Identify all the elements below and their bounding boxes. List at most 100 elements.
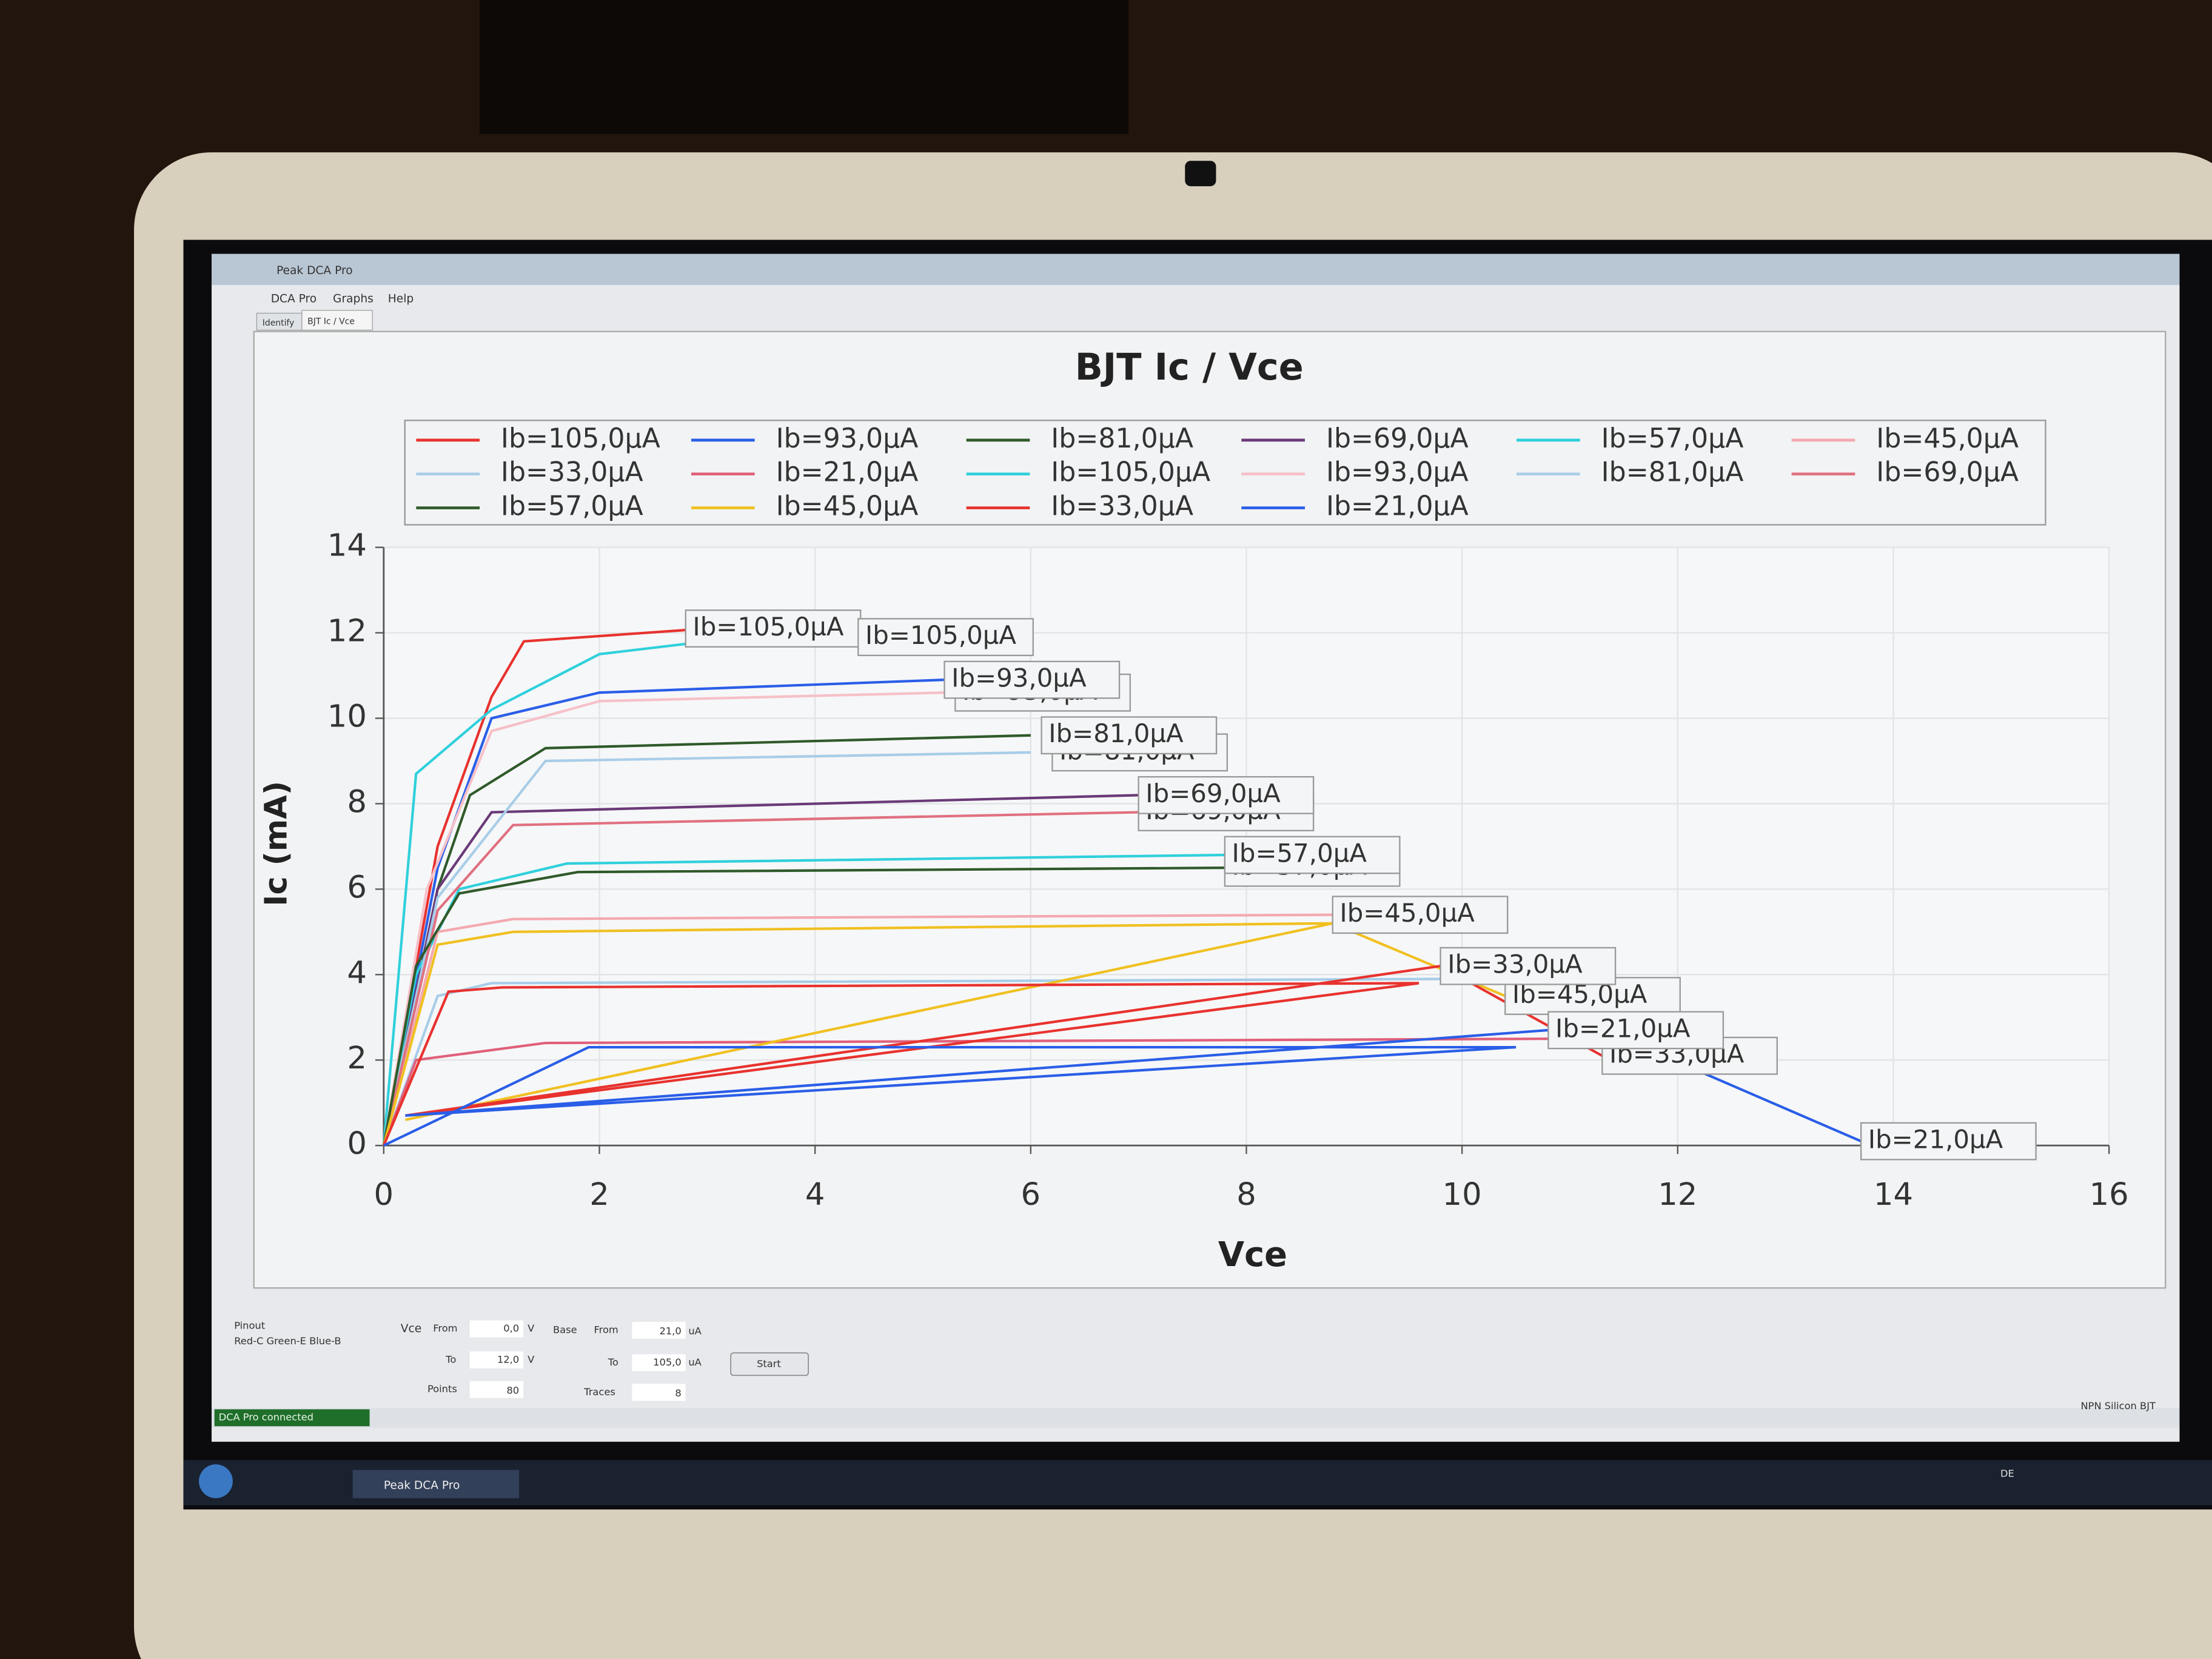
status-indicator: [214, 1409, 370, 1427]
to-label: To: [445, 1353, 456, 1365]
tab-label[interactable]: Identify: [263, 318, 295, 328]
legend-label: Ib=33,0µA: [1051, 491, 1193, 522]
taskbar-app[interactable]: Peak DCA Pro: [384, 1479, 460, 1492]
window-title: Peak DCA Pro: [276, 264, 353, 277]
x-tick-label: 2: [589, 1176, 609, 1213]
series-line: [382, 866, 1225, 1146]
annotation: Ib=33,0µA: [1447, 950, 1583, 979]
legend-label: Ib=69,0µA: [1326, 423, 1469, 454]
annotation: Ib=81,0µA: [1048, 719, 1184, 748]
annotation: Ib=45,0µA: [1339, 898, 1475, 928]
input-value[interactable]: 80: [506, 1384, 519, 1396]
traces-label: Traces: [583, 1386, 615, 1398]
to-label: To: [608, 1356, 618, 1368]
y-tick-label: 4: [347, 954, 367, 991]
legend-label: Ib=21,0µA: [1326, 491, 1469, 522]
series-line: [382, 811, 1139, 1146]
annotation: Ib=69,0µA: [1145, 779, 1281, 808]
status-connection: DCA Pro connected: [219, 1412, 313, 1423]
input-value[interactable]: 0,0: [503, 1322, 519, 1334]
tab-active[interactable]: [301, 310, 373, 330]
y-tick-label: 6: [347, 869, 367, 905]
legend-label: Ib=81,0µA: [1051, 423, 1193, 454]
input[interactable]: [469, 1320, 524, 1338]
series-line: [382, 751, 1031, 1146]
input[interactable]: [632, 1384, 686, 1401]
unit: V: [528, 1353, 534, 1365]
x-axis-label: Vce: [1218, 1235, 1287, 1275]
chart-title: BJT Ic / Vce: [1075, 346, 1304, 389]
annotation-box: [857, 618, 1034, 657]
wall-picture: [480, 0, 1129, 135]
chart: 0 2 4 6 8 10 12 14 0 2 4 6 8 10 12 14 16 Ib=105,0µA Ib=93,…: [327, 423, 2129, 1213]
annotation: Ib=93,0µA: [951, 663, 1087, 693]
x-tick-label: 10: [1443, 1176, 1482, 1213]
legend-label: Ib=93,0µA: [776, 423, 919, 454]
base-label: Base: [553, 1324, 577, 1335]
annotation-box: [1224, 836, 1401, 874]
series-line: [382, 627, 708, 1146]
from-label: From: [594, 1324, 618, 1335]
pinout: Red-C Green-E Blue-B: [234, 1335, 341, 1347]
x-tick-label: 12: [1658, 1176, 1697, 1213]
status-bar: [211, 1407, 2180, 1428]
unit: uA: [688, 1356, 701, 1368]
input[interactable]: [469, 1351, 524, 1369]
y-tick-label: 0: [347, 1125, 367, 1162]
y-tick-label: 14: [327, 528, 367, 564]
status-device: NPN Silicon BJT: [2080, 1400, 2156, 1412]
legend: [404, 420, 2046, 526]
x-tick-label: 14: [1874, 1176, 1913, 1213]
input-value[interactable]: 12,0: [497, 1353, 519, 1365]
annotation-box: [1041, 716, 1218, 755]
input[interactable]: [632, 1354, 686, 1372]
legend-label: Ib=33,0µA: [501, 457, 643, 488]
legend-label: Ib=81,0µA: [1601, 457, 1744, 488]
input-value[interactable]: 105,0: [653, 1356, 682, 1368]
unit: V: [528, 1322, 534, 1334]
input[interactable]: [469, 1381, 524, 1398]
start-orb[interactable]: [199, 1464, 233, 1498]
x-tick-label: 4: [805, 1176, 825, 1213]
y-tick-label: 12: [327, 613, 367, 649]
taskbar-button[interactable]: [352, 1470, 520, 1498]
menu-item[interactable]: Help: [388, 293, 414, 306]
input-value[interactable]: 21,0: [659, 1326, 681, 1337]
legend-label: Ib=57,0µA: [1601, 423, 1744, 454]
webcam: [1185, 161, 1216, 187]
annotation-box: [1860, 1122, 2037, 1161]
legend-label: Ib=69,0µA: [1876, 457, 2019, 488]
start-button[interactable]: [730, 1352, 809, 1376]
legend-label: Ib=57,0µA: [501, 491, 643, 522]
from-label: From: [433, 1322, 457, 1334]
vce-label: Vce: [401, 1322, 421, 1335]
annotation-box: [943, 660, 1121, 699]
menu-item[interactable]: DCA Pro: [271, 293, 317, 306]
input-value[interactable]: 8: [675, 1387, 681, 1399]
annotation: Ib=57,0µA: [1232, 839, 1367, 868]
annotation-box: [1332, 896, 1509, 934]
legend-label: Ib=105,0µA: [501, 423, 660, 454]
tab-label[interactable]: BJT Ic / Vce: [307, 317, 355, 326]
annotation-box: [1138, 776, 1315, 814]
menu-item[interactable]: Graphs: [333, 293, 374, 306]
start-button-label[interactable]: Start: [757, 1358, 781, 1369]
x-tick-label: 6: [1021, 1176, 1041, 1213]
x-tick-label: 16: [2090, 1176, 2129, 1213]
annotation-box: [1439, 947, 1617, 985]
taskbar: [183, 1460, 2212, 1506]
legend-label: Ib=45,0µA: [1876, 423, 2019, 454]
legend-label: Ib=105,0µA: [1051, 457, 1210, 488]
series-line: [382, 691, 945, 1146]
annotation: Ib=21,0µA: [1868, 1125, 2003, 1155]
input[interactable]: [632, 1321, 686, 1339]
y-tick-label: 2: [347, 1040, 367, 1076]
annotation: Ib=105,0µA: [865, 620, 1016, 650]
series-line: [382, 913, 1333, 1146]
points-label: Points: [427, 1383, 457, 1395]
legend-label: Ib=93,0µA: [1326, 457, 1469, 488]
controls-panel: Pinout Red-C Green-E Blue-B Vce From 0,0…: [234, 1319, 809, 1401]
language[interactable]: DE: [2000, 1468, 2014, 1480]
tab[interactable]: [256, 312, 303, 330]
